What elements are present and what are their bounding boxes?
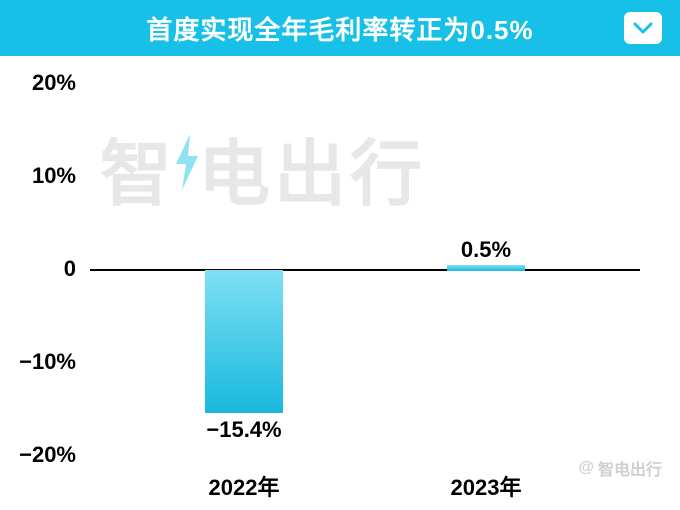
chart-area: 智 电出行 @ 智电出行 20% 10% 0 −10% −20% −15.4% 2022年 0…: [0, 56, 680, 510]
y-tick-label: 0: [6, 256, 76, 282]
watermark-small-text: 智电出行: [598, 456, 662, 480]
watermark-large: 智 电出行: [100, 115, 426, 220]
at-symbol: @: [578, 459, 594, 477]
category-label: 2022年: [164, 470, 324, 502]
lightning-bolt-icon: [170, 127, 204, 209]
chart-title: 首度实现全年毛利率转正为0.5%: [146, 10, 533, 47]
watermark-small: @ 智电出行: [578, 456, 662, 480]
watermark-part-1: 智: [100, 115, 176, 220]
y-tick-label: −20%: [6, 442, 76, 468]
chevron-down-icon: [633, 21, 653, 35]
watermark-part-2: 电出行: [198, 115, 426, 220]
category-label: 2023年: [406, 470, 566, 502]
bar: [447, 265, 525, 271]
y-tick-label: 20%: [6, 70, 76, 96]
bar-value-label: 0.5%: [416, 237, 556, 263]
bar-value-label: −15.4%: [174, 417, 314, 443]
y-tick-label: −10%: [6, 349, 76, 375]
dropdown-button[interactable]: [624, 12, 662, 44]
zero-axis-line: [90, 269, 640, 271]
chart-header: 首度实现全年毛利率转正为0.5%: [0, 0, 680, 56]
y-tick-label: 10%: [6, 163, 76, 189]
bar: [205, 270, 283, 413]
